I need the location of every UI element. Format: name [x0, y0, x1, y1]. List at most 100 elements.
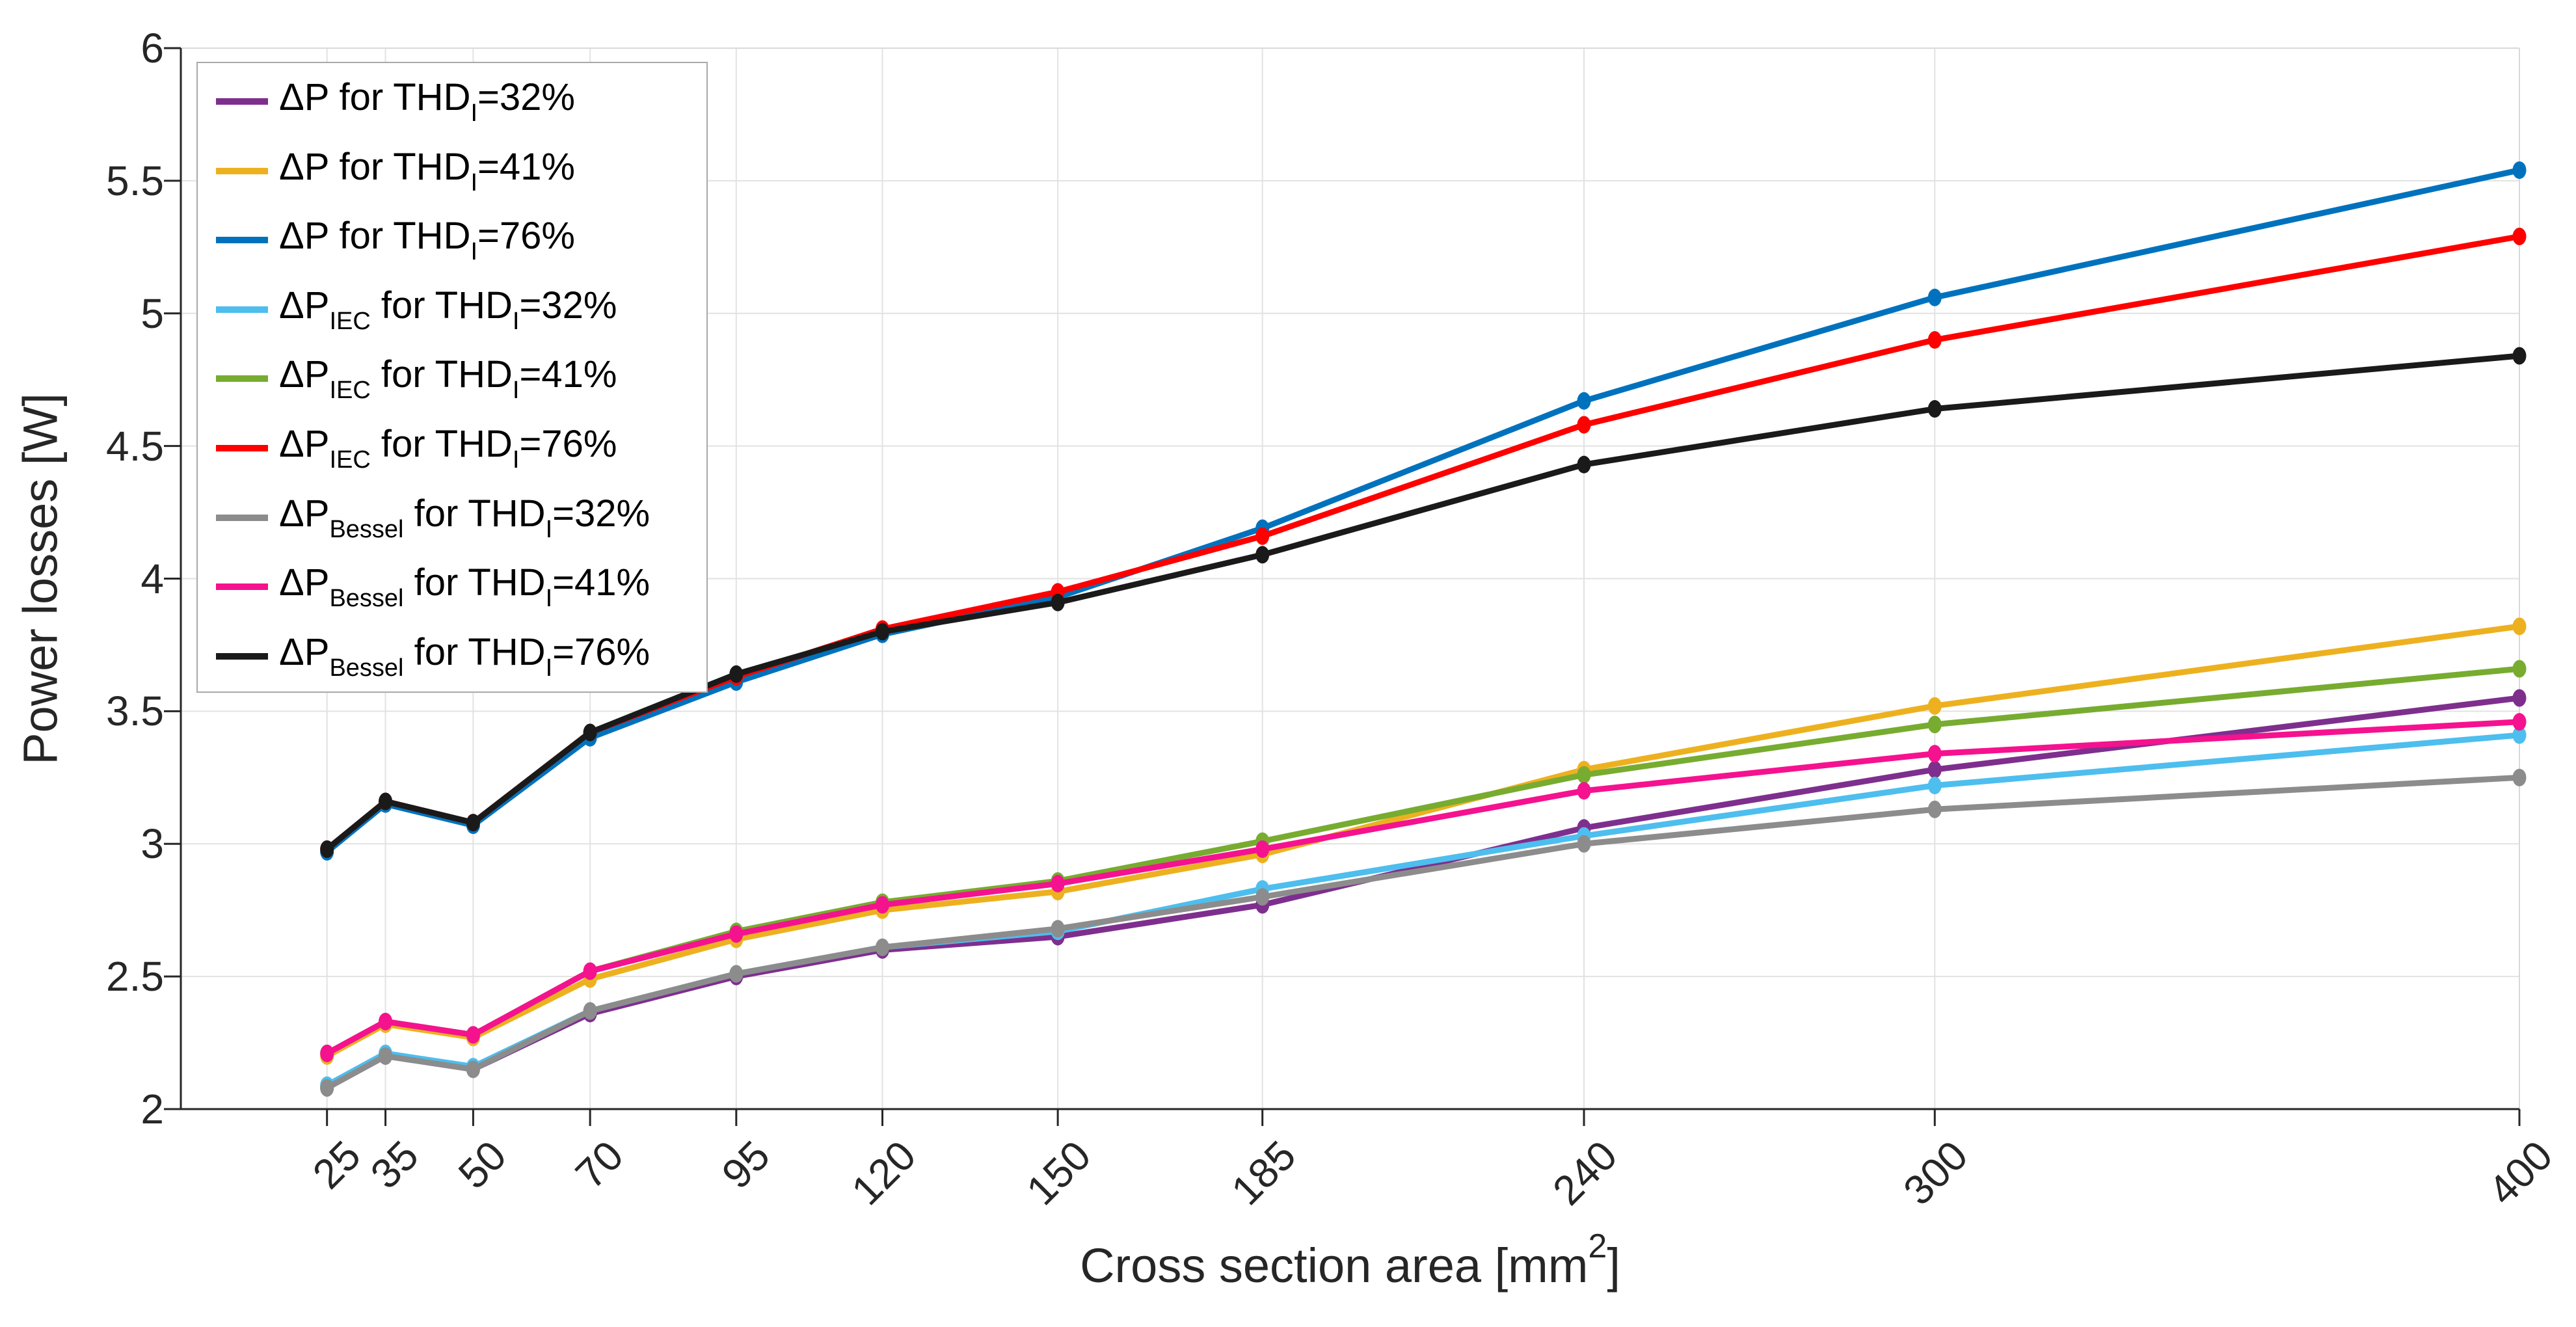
legend-line-swatch	[216, 306, 268, 313]
legend-line-swatch	[216, 445, 268, 451]
data-point-marker	[583, 962, 597, 980]
data-point-marker	[1577, 416, 1591, 434]
data-point-marker	[1927, 760, 1942, 779]
legend-label-subscript: I	[470, 100, 478, 127]
data-point-marker	[320, 1044, 334, 1062]
legend-item: ΔPIEC for THDI=32%	[216, 275, 617, 344]
y-tick-label: 3	[141, 820, 164, 868]
legend-label-subscript: I	[545, 654, 553, 682]
data-point-marker	[2512, 713, 2527, 731]
legend-item: ΔPIEC for THDI=41%	[216, 344, 617, 413]
legend-label-subscript: Bessel	[329, 654, 404, 682]
legend: ΔP for THDI=32% ΔP for THDI=41% ΔP for THD…	[196, 62, 708, 693]
data-point-marker	[1927, 745, 1942, 763]
legend-item: ΔP for THDI=41%	[216, 137, 575, 206]
data-point-marker	[1577, 782, 1591, 800]
series-line	[324, 774, 2523, 1091]
data-point-marker	[320, 1079, 334, 1097]
data-point-marker	[583, 723, 597, 742]
legend-line-swatch	[216, 514, 268, 521]
data-point-marker	[379, 1047, 393, 1065]
data-point-marker	[1927, 400, 1942, 418]
series-6	[320, 768, 2527, 1097]
legend-line-swatch	[216, 98, 268, 105]
data-point-marker	[2512, 161, 2527, 180]
data-point-marker	[1927, 800, 1942, 818]
legend-line-swatch	[216, 237, 268, 244]
legend-item-label: ΔPIEC for THDI=76%	[279, 423, 617, 474]
x-axis-label: Cross section area [mm2]	[181, 1227, 2519, 1293]
data-point-marker	[1255, 546, 1270, 564]
legend-line-swatch	[216, 167, 268, 174]
data-point-marker	[876, 623, 889, 641]
series-0	[320, 689, 2527, 1097]
y-tick-label: 2	[141, 1086, 164, 1133]
x-axis-label-superscript: 2	[1588, 1227, 1607, 1265]
data-point-marker	[466, 814, 480, 832]
data-point-marker	[1927, 716, 1942, 734]
data-point-marker	[2512, 347, 2527, 365]
data-point-marker	[1577, 455, 1591, 474]
data-point-marker	[1577, 835, 1591, 853]
data-point-marker	[379, 792, 393, 811]
data-point-marker	[2512, 617, 2527, 636]
legend-item-label: ΔPBessel for THDI=76%	[279, 630, 651, 682]
data-point-marker	[876, 938, 889, 956]
legend-item: ΔPBessel for THDI=32%	[216, 483, 650, 552]
legend-item: ΔPBessel for THDI=76%	[216, 622, 650, 691]
x-axis-label-text: Cross section area [mm	[1080, 1239, 1589, 1293]
y-tick-label: 4.5	[106, 422, 164, 470]
data-point-marker	[583, 1002, 597, 1020]
legend-item: ΔP for THDI=32%	[216, 67, 575, 136]
legend-label-subscript: I	[545, 515, 553, 543]
y-tick-label: 5	[141, 289, 164, 337]
data-point-marker	[1927, 288, 1942, 306]
legend-label-subscript: IEC	[329, 377, 371, 405]
y-axis-label: Power losses [W]	[13, 393, 68, 765]
data-point-marker	[466, 1026, 480, 1044]
y-tick-label: 5.5	[106, 157, 164, 204]
data-point-marker	[2512, 228, 2527, 246]
data-point-marker	[1051, 874, 1065, 892]
legend-item-label: ΔP for THDI=76%	[279, 215, 575, 266]
data-point-marker	[379, 1012, 393, 1030]
legend-item: ΔP for THDI=76%	[216, 206, 575, 275]
series-7	[320, 713, 2527, 1062]
data-point-marker	[2512, 689, 2527, 707]
legend-label-subscript: Bessel	[329, 585, 404, 613]
legend-line-swatch	[216, 583, 268, 591]
legend-label-subscript: I	[512, 307, 520, 335]
legend-label-subscript: Bessel	[329, 515, 404, 543]
data-point-marker	[466, 1060, 480, 1079]
legend-label-subscript: I	[470, 168, 478, 196]
y-tick-label: 6	[141, 25, 164, 72]
data-point-marker	[729, 965, 744, 983]
legend-line-swatch	[216, 652, 268, 660]
legend-item-label: ΔPIEC for THDI=32%	[279, 284, 617, 335]
legend-item-label: ΔP for THDI=32%	[279, 76, 575, 127]
data-point-marker	[729, 925, 744, 943]
legend-label-subscript: I	[512, 446, 520, 474]
legend-label-subscript: I	[512, 377, 520, 405]
data-point-marker	[1927, 777, 1942, 795]
data-point-marker	[1255, 888, 1270, 906]
series-line	[324, 719, 2523, 1056]
series-line	[324, 695, 2523, 1091]
data-point-marker	[729, 665, 744, 683]
legend-line-swatch	[216, 375, 268, 382]
y-tick-label: 2.5	[106, 953, 164, 1000]
data-point-marker	[1051, 593, 1065, 611]
data-point-marker	[1255, 527, 1270, 545]
legend-item-label: ΔP for THDI=41%	[279, 145, 575, 196]
legend-item-label: ΔPBessel for THDI=32%	[279, 492, 651, 543]
series-8	[320, 347, 2527, 858]
data-point-marker	[2512, 768, 2527, 786]
axes-frame	[164, 47, 2521, 1126]
x-axis-label-close-bracket: ]	[1607, 1239, 1620, 1293]
data-point-marker	[1577, 392, 1591, 410]
legend-label-subscript: IEC	[329, 446, 371, 474]
data-point-marker	[320, 840, 334, 858]
data-point-marker	[876, 896, 889, 914]
